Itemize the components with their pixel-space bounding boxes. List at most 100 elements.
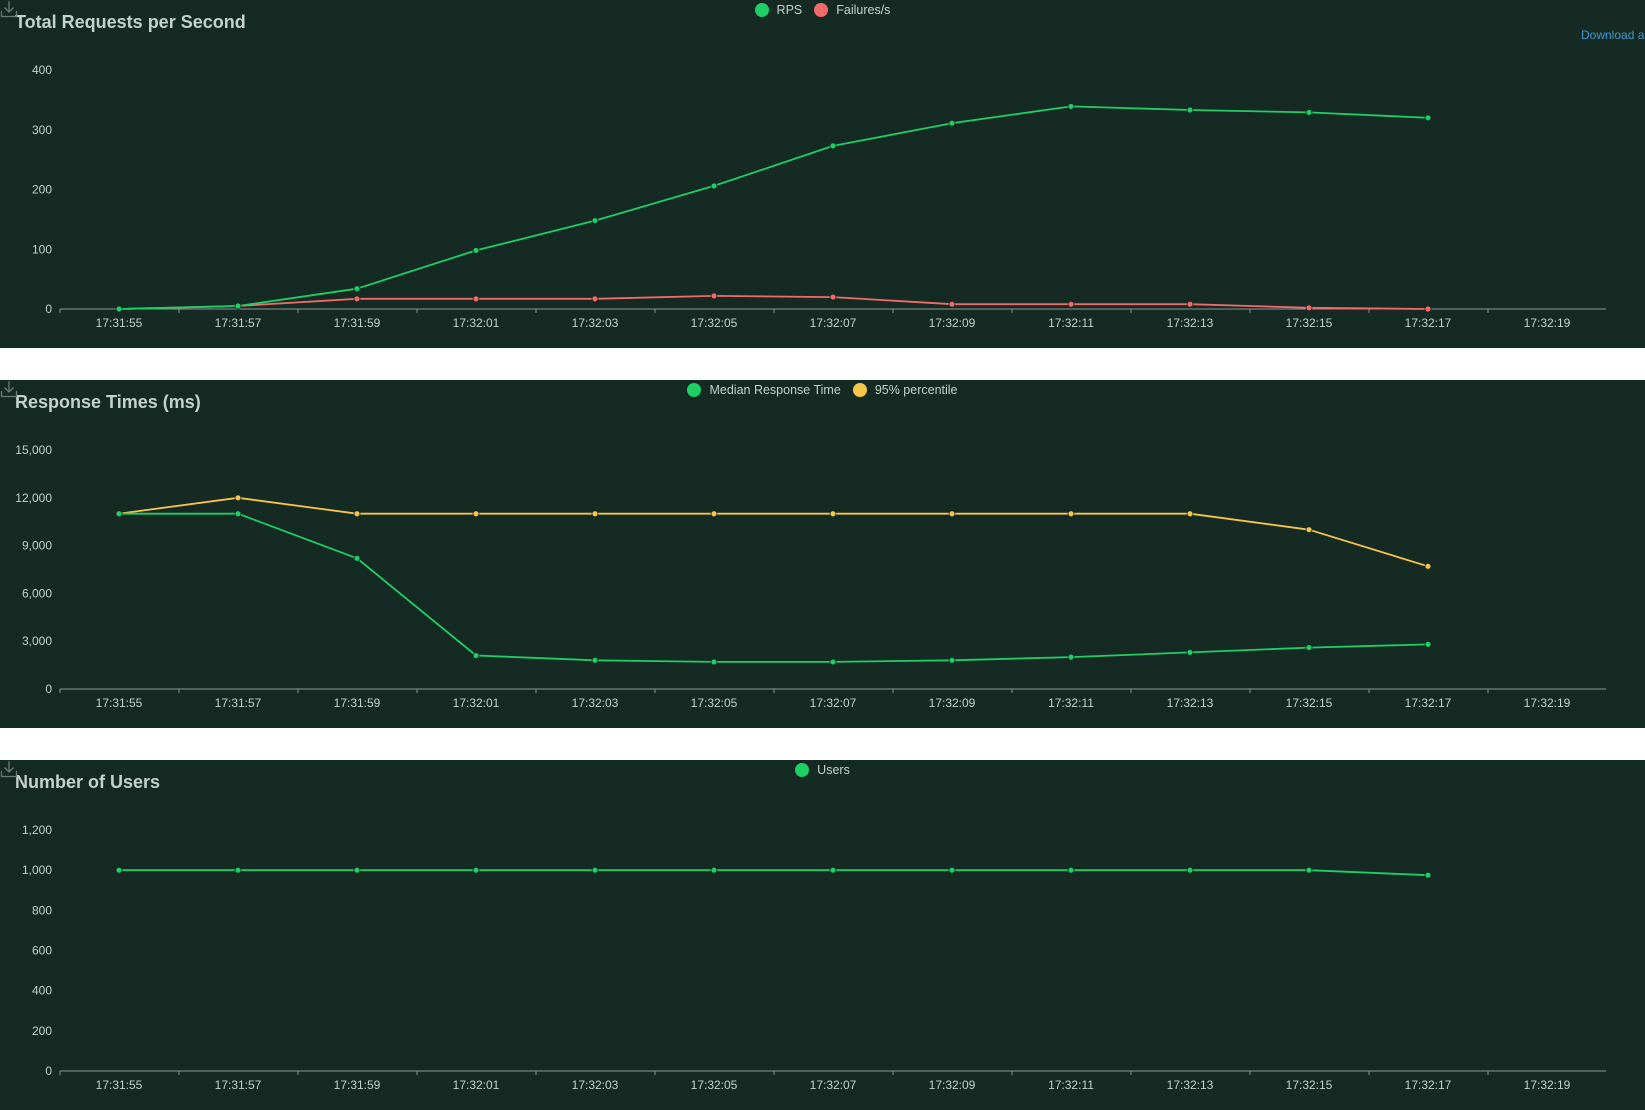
- data-point-failures-s[interactable]: [591, 295, 599, 303]
- data-point-users[interactable]: [948, 866, 956, 874]
- data-point-median-response-time[interactable]: [591, 656, 599, 664]
- download-icon[interactable]: [0, 380, 18, 398]
- download-link[interactable]: Download a: [1581, 28, 1645, 42]
- data-point-failures-s[interactable]: [1067, 300, 1075, 308]
- data-point-rps[interactable]: [829, 142, 837, 150]
- x-tick-label: 17:32:11: [1048, 696, 1094, 710]
- data-point-95-percentile[interactable]: [591, 510, 599, 518]
- data-point-failures-s[interactable]: [948, 300, 956, 308]
- legend-marker-users: [795, 763, 810, 777]
- data-point-median-response-time[interactable]: [1186, 648, 1194, 656]
- x-tick-label: 17:31:59: [334, 696, 381, 710]
- data-point-95-percentile[interactable]: [1186, 510, 1194, 518]
- data-point-median-response-time[interactable]: [710, 658, 718, 666]
- chart-legend: Users: [0, 763, 1645, 777]
- data-point-users[interactable]: [829, 866, 837, 874]
- data-point-median-response-time[interactable]: [948, 656, 956, 664]
- x-tick-label: 17:32:13: [1167, 1078, 1214, 1092]
- data-point-95-percentile[interactable]: [710, 510, 718, 518]
- data-point-users[interactable]: [591, 866, 599, 874]
- data-point-failures-s[interactable]: [353, 295, 361, 303]
- data-point-users[interactable]: [1186, 866, 1194, 874]
- legend-label: Users: [817, 763, 850, 777]
- data-point-users[interactable]: [234, 866, 242, 874]
- data-point-failures-s[interactable]: [1424, 305, 1432, 313]
- x-tick-label: 17:32:01: [453, 1078, 500, 1092]
- x-tick-label: 17:32:15: [1286, 1078, 1333, 1092]
- legend-marker-p95: [852, 383, 867, 397]
- x-tick-label: 17:32:05: [691, 316, 738, 330]
- x-tick-label: 17:32:09: [929, 1078, 976, 1092]
- series-line-95-percentile: [118, 496, 1429, 568]
- data-point-rps[interactable]: [234, 302, 242, 310]
- data-point-users[interactable]: [1067, 866, 1075, 874]
- data-point-95-percentile[interactable]: [948, 510, 956, 518]
- data-point-median-response-time[interactable]: [1424, 640, 1432, 648]
- chart-title: Number of Users: [15, 772, 161, 792]
- x-tick-label: 17:31:57: [215, 1078, 262, 1092]
- data-point-median-response-time[interactable]: [829, 658, 837, 666]
- data-point-failures-s[interactable]: [829, 293, 837, 301]
- data-point-95-percentile[interactable]: [1424, 562, 1432, 570]
- data-point-rps[interactable]: [1067, 103, 1075, 110]
- x-tick-label: 17:32:19: [1524, 696, 1571, 710]
- data-point-median-response-time[interactable]: [234, 510, 242, 518]
- y-tick-label: 0: [45, 682, 52, 696]
- data-point-rps[interactable]: [115, 305, 123, 313]
- data-point-rps[interactable]: [1186, 106, 1194, 114]
- data-point-failures-s[interactable]: [1305, 304, 1313, 312]
- data-point-median-response-time[interactable]: [1305, 644, 1313, 651]
- legend-marker-median: [687, 383, 702, 397]
- legend-label: RPS: [776, 3, 803, 17]
- users-chart-plot: 0 200 400 600 800 1,000 1,200 17:31:55 17:31:57 1…: [22, 823, 1606, 1092]
- data-point-95-percentile[interactable]: [472, 510, 480, 518]
- y-tick-label: 9,000: [22, 539, 52, 553]
- data-point-95-percentile[interactable]: [353, 510, 361, 518]
- y-tick-label: 0: [45, 1064, 52, 1078]
- data-point-failures-s[interactable]: [710, 292, 718, 300]
- data-point-rps[interactable]: [710, 182, 718, 190]
- data-point-failures-s[interactable]: [1186, 300, 1194, 308]
- legend-item-p95[interactable]: 95% percentile: [852, 383, 958, 397]
- data-point-users[interactable]: [710, 866, 718, 874]
- data-point-95-percentile[interactable]: [1305, 526, 1313, 534]
- data-point-rps[interactable]: [472, 247, 480, 254]
- x-tick-label: 17:32:13: [1167, 696, 1214, 710]
- data-point-median-response-time[interactable]: [115, 510, 123, 518]
- y-tick-label: 1,000: [22, 863, 52, 877]
- data-point-users[interactable]: [115, 866, 123, 874]
- data-point-users[interactable]: [1305, 866, 1313, 874]
- legend-item-rps[interactable]: RPS: [754, 3, 803, 17]
- data-point-median-response-time[interactable]: [353, 554, 361, 562]
- data-point-rps[interactable]: [948, 119, 956, 127]
- data-point-median-response-time[interactable]: [1067, 653, 1075, 661]
- data-point-rps[interactable]: [591, 217, 599, 224]
- legend-item-users[interactable]: Users: [795, 763, 850, 777]
- download-icon[interactable]: [0, 760, 18, 778]
- x-tick-label: 17:32:07: [810, 316, 857, 330]
- data-point-95-percentile[interactable]: [1067, 510, 1075, 518]
- y-tick-label: 6,000: [22, 586, 52, 600]
- x-tick-label: 17:32:07: [810, 1078, 857, 1092]
- legend-item-failures[interactable]: Failures/s: [814, 3, 890, 17]
- data-point-users[interactable]: [472, 866, 480, 874]
- data-point-95-percentile[interactable]: [829, 510, 837, 518]
- x-tick-label: 17:31:57: [215, 696, 262, 710]
- data-point-rps[interactable]: [1424, 114, 1432, 122]
- data-point-95-percentile[interactable]: [234, 494, 242, 502]
- data-point-rps[interactable]: [353, 285, 361, 293]
- x-tick-label: 17:32:15: [1286, 316, 1333, 330]
- x-tick-label: 17:32:09: [929, 696, 976, 710]
- data-point-median-response-time[interactable]: [472, 652, 480, 659]
- data-point-rps[interactable]: [1305, 109, 1313, 116]
- data-point-users[interactable]: [353, 866, 361, 874]
- data-point-users[interactable]: [1424, 871, 1432, 879]
- y-tick-label: 3,000: [22, 634, 52, 648]
- y-tick-label: 600: [32, 944, 52, 958]
- data-point-failures-s[interactable]: [472, 295, 480, 303]
- legend-item-median[interactable]: Median Response Time: [687, 383, 841, 397]
- y-tick-label: 400: [32, 63, 52, 77]
- y-tick-label: 400: [32, 984, 52, 998]
- download-icon[interactable]: [0, 0, 18, 18]
- series-line-users: [119, 869, 1429, 877]
